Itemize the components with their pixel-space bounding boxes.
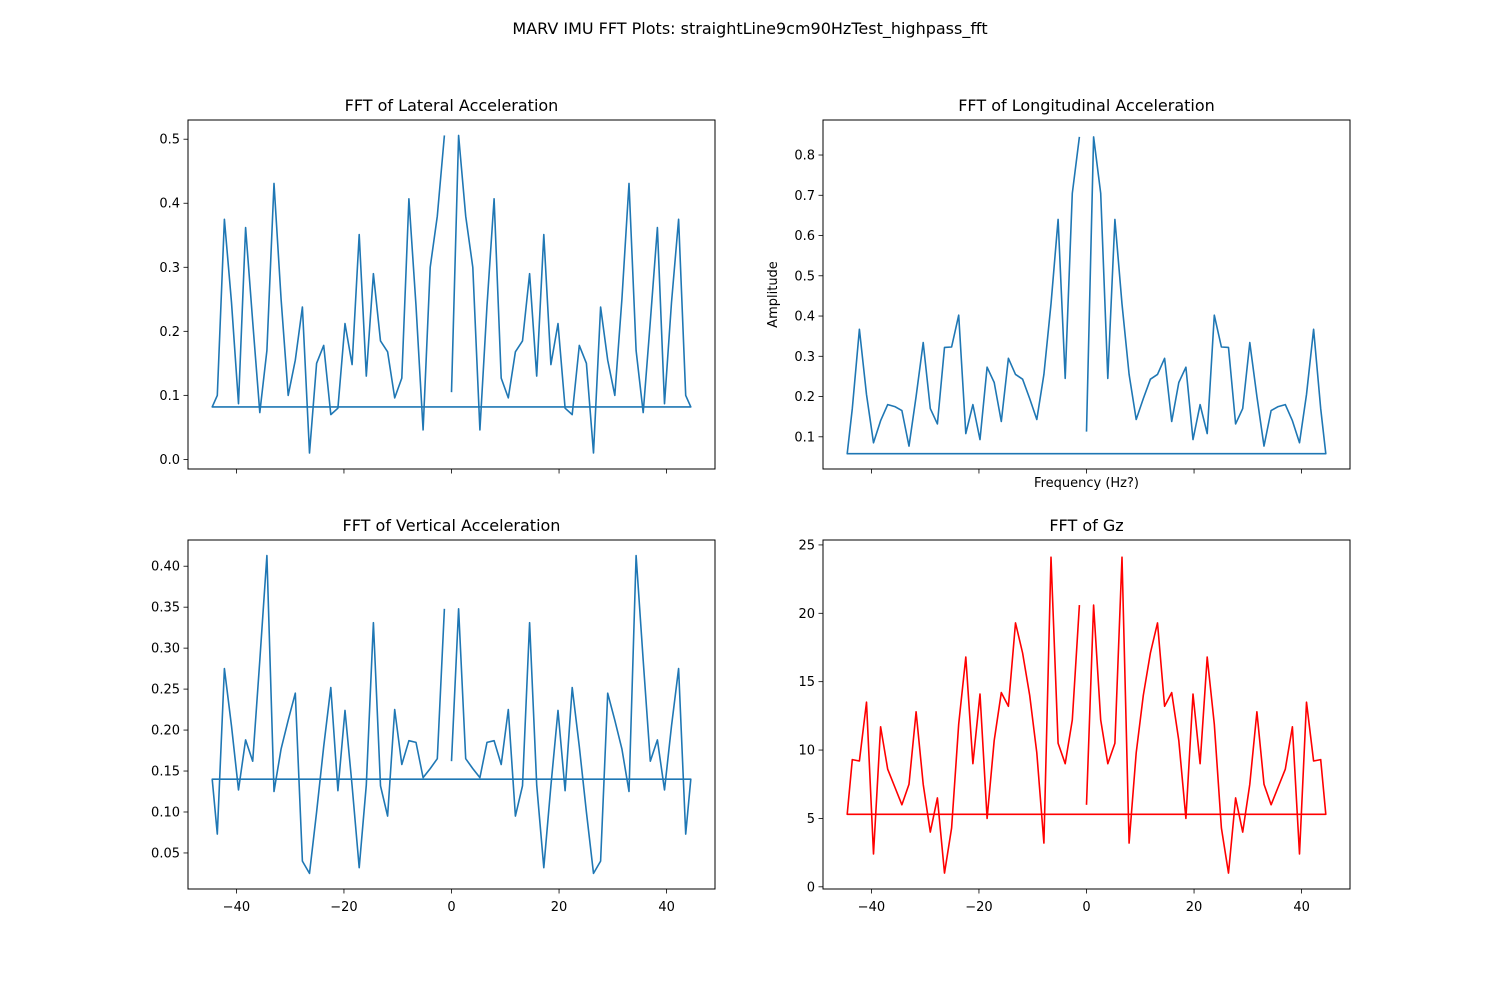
subplot-longitudinal-acceleration: FFT of Longitudinal Acceleration 0.1 0.2 0.… [766, 96, 1351, 491]
y-tick-label: 0.4 [794, 310, 815, 325]
subplot-title: FFT of Vertical Acceleration [343, 516, 561, 535]
subplot-title: FFT of Gz [1049, 516, 1123, 535]
x-tick-label: 40 [658, 900, 675, 915]
x-tick-label: 0 [1082, 900, 1090, 915]
y-tick-label: 0.7 [794, 189, 815, 204]
y-tick-label: 0.2 [794, 390, 815, 405]
y-tick-label: 0.2 [159, 325, 180, 340]
series-line [846, 556, 1327, 874]
x-tick-label: 20 [551, 900, 568, 915]
y-tick-label: 0.05 [151, 846, 180, 861]
y-tick-label: 0.3 [159, 261, 180, 276]
y-tick-label: 0.8 [794, 149, 815, 164]
x-tick-label: 20 [1186, 900, 1203, 915]
subplot-lateral-acceleration: FFT of Lateral Acceleration 0.0 0.1 0.2 0.3 0… [159, 96, 716, 474]
y-tick-label: 0.1 [794, 430, 815, 445]
subplot-title: FFT of Longitudinal Acceleration [958, 96, 1215, 115]
y-tick-label: 20 [798, 607, 815, 622]
x-tick-label: −40 [223, 900, 250, 915]
y-tick-label: 0.4 [159, 197, 180, 212]
y-tick-label: 0.25 [151, 683, 180, 698]
x-tick-label: −20 [965, 900, 992, 915]
series-line [846, 136, 1327, 455]
y-tick-label: 0.40 [151, 560, 180, 575]
y-tick-label: 0.6 [794, 229, 815, 244]
x-tick-label: −20 [330, 900, 357, 915]
y-tick-label: 0 [807, 880, 815, 895]
x-tick-label: 0 [447, 900, 455, 915]
y-tick-label: 25 [798, 538, 815, 553]
y-tick-label: 0.20 [151, 724, 180, 739]
y-tick-label: 0.35 [151, 601, 180, 616]
series-line [211, 554, 692, 875]
y-tick-label: 10 [798, 744, 815, 759]
y-tick-label: 0.10 [151, 805, 180, 820]
y-tick-label: 15 [798, 675, 815, 690]
y-tick-label: 0.30 [151, 642, 180, 657]
y-axis-label: Amplitude [766, 261, 781, 328]
x-tick-label: 40 [1293, 900, 1310, 915]
y-tick-label: 0.15 [151, 765, 180, 780]
figure-title: MARV IMU FFT Plots: straightLine9cm90HzT… [512, 19, 987, 39]
y-tick-label: 0.0 [159, 453, 180, 468]
subplot-vertical-acceleration: FFT of Vertical Acceleration −40 −20 0 20 40 0… [151, 516, 716, 915]
y-tick-label: 0.1 [159, 389, 180, 404]
y-tick-label: 0.5 [159, 133, 180, 148]
x-axis-label: Frequency (Hz?) [1034, 476, 1139, 491]
y-tick-label: 5 [807, 812, 815, 827]
y-tick-label: 0.3 [794, 350, 815, 365]
subplot-gz: FFT of Gz −40 −20 0 20 40 0 5 10 15 20 25 [798, 516, 1351, 915]
series-line [211, 134, 692, 454]
subplot-title: FFT of Lateral Acceleration [345, 96, 559, 115]
x-tick-label: −40 [858, 900, 885, 915]
y-tick-label: 0.5 [794, 269, 815, 284]
